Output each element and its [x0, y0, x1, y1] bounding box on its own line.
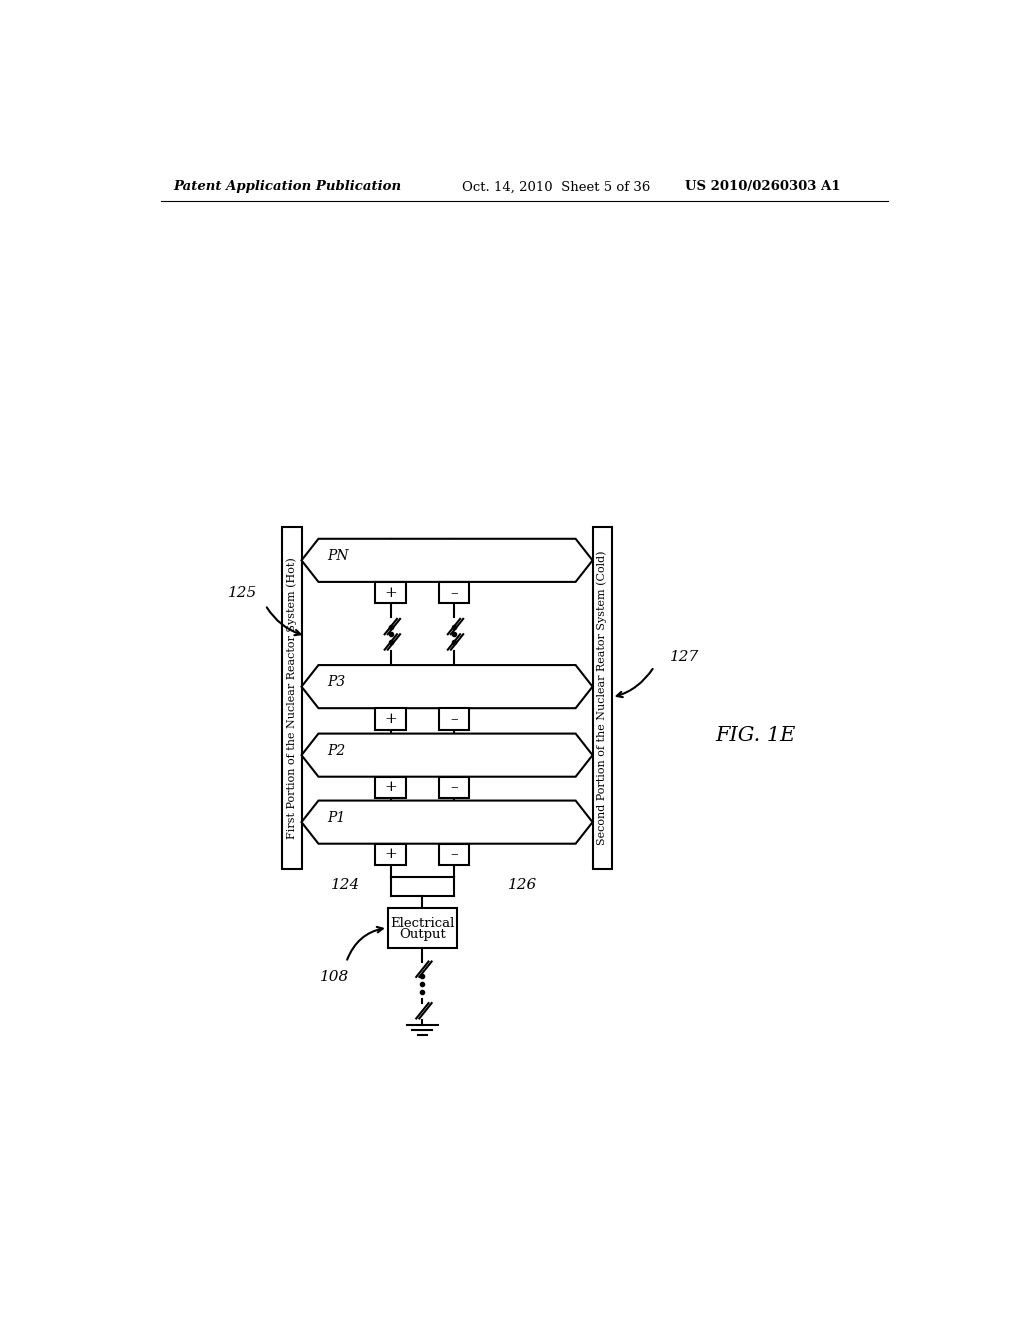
Text: 125: 125 [227, 586, 257, 601]
Text: –: – [451, 586, 458, 599]
Text: –: – [451, 847, 458, 862]
Text: 108: 108 [319, 970, 349, 983]
Polygon shape [301, 734, 593, 776]
Text: +: + [384, 711, 397, 726]
Text: Oct. 14, 2010  Sheet 5 of 36: Oct. 14, 2010 Sheet 5 of 36 [462, 181, 650, 194]
Text: +: + [384, 780, 397, 795]
Bar [376, 708, 407, 730]
Text: First Portion of the Nuclear Reactor System (Hot): First Portion of the Nuclear Reactor Sys… [287, 557, 297, 840]
Polygon shape [301, 665, 593, 708]
Polygon shape [301, 800, 593, 843]
Text: 124: 124 [331, 878, 360, 892]
Text: Electrical: Electrical [390, 917, 455, 931]
Text: Patent Application Publication: Patent Application Publication [173, 181, 401, 194]
Text: +: + [384, 847, 397, 862]
Text: P2: P2 [328, 743, 346, 758]
Bar [376, 843, 407, 866]
Text: –: – [451, 780, 458, 795]
Text: PN: PN [328, 549, 349, 562]
Bar [438, 843, 469, 866]
Bar [438, 582, 469, 603]
Bar [283, 527, 301, 869]
Text: 127: 127 [670, 651, 698, 664]
Bar [593, 527, 611, 869]
Text: P1: P1 [328, 810, 346, 825]
Text: P3: P3 [328, 675, 346, 689]
Text: Second Portion of the Nuclear Reator System (Cold): Second Portion of the Nuclear Reator Sys… [597, 550, 607, 845]
Bar [388, 908, 457, 948]
Bar [438, 708, 469, 730]
Text: –: – [451, 711, 458, 726]
Bar [438, 776, 469, 799]
Text: FIG. 1E: FIG. 1E [716, 726, 796, 746]
Text: US 2010/0260303 A1: US 2010/0260303 A1 [685, 181, 841, 194]
Text: +: + [384, 586, 397, 599]
Text: 126: 126 [508, 878, 538, 892]
Bar [376, 776, 407, 799]
Polygon shape [301, 539, 593, 582]
Bar [376, 582, 407, 603]
Text: Output: Output [399, 928, 445, 941]
